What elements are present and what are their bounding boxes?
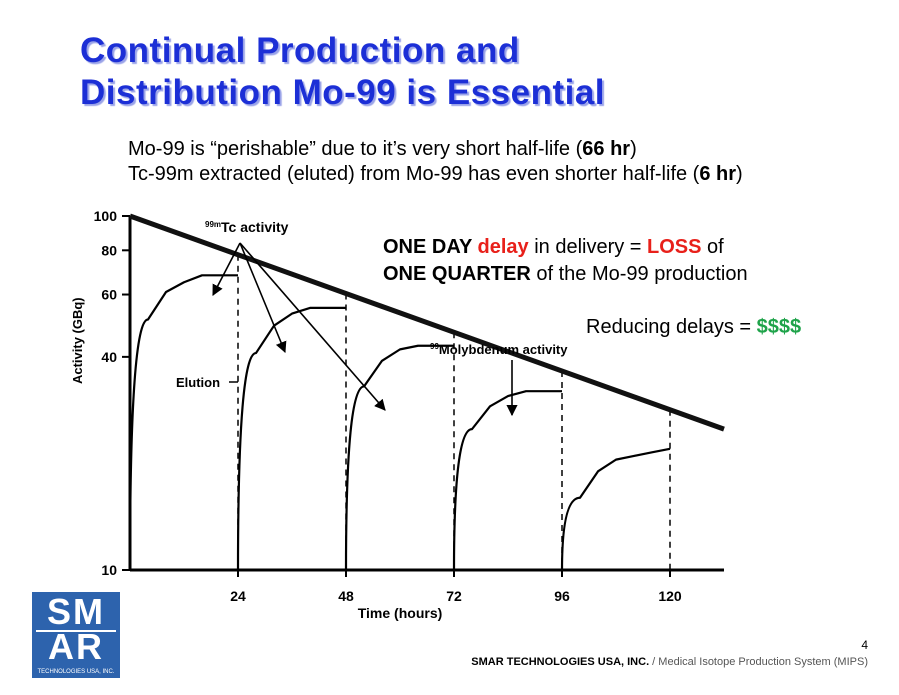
y-tick-label-100: 100 xyxy=(94,208,118,224)
molybdenum-activity-line xyxy=(129,213,725,432)
footer: SMAR TECHNOLOGIES USA, INC. / Medical Is… xyxy=(471,656,868,668)
footer-company: SMAR TECHNOLOGIES USA, INC. xyxy=(471,656,650,668)
x-tick-label-96: 96 xyxy=(554,588,570,604)
tc99m-fact-text: Tc-99m extracted (eluted) from Mo-99 has… xyxy=(128,163,700,185)
reducing-delays-note: Reducing delays = $$$$ xyxy=(586,316,801,339)
x-tick-label-72: 72 xyxy=(446,588,462,604)
callout-loss: LOSS xyxy=(647,236,702,258)
logo-line-1: SM xyxy=(47,591,105,632)
callout-delay: delay xyxy=(477,236,529,258)
x-axis-title: Time (hours) xyxy=(358,605,443,621)
reducing-delays-text: Reducing delays = xyxy=(586,316,757,338)
money-symbol: $$$$ xyxy=(756,316,802,338)
y-tick-label-60: 60 xyxy=(101,287,117,303)
page-number: 4 xyxy=(861,638,868,652)
tc99m-fact-close: ) xyxy=(736,163,743,185)
elution-label: Elution xyxy=(176,375,220,390)
callout-of: of xyxy=(701,236,724,258)
delay-callout: ONE DAY delay in delivery = LOSS of ONE … xyxy=(383,234,748,288)
footer-separator: / xyxy=(649,656,659,668)
callout-one-quarter: ONE QUARTER xyxy=(383,263,531,285)
mo99-fact: Mo-99 is “perishable” due to it’s very s… xyxy=(128,137,743,162)
y-tick-label-40: 40 xyxy=(101,349,117,365)
y-tick-label-80: 80 xyxy=(101,242,117,258)
half-life-facts: Mo-99 is “perishable” due to it’s very s… xyxy=(128,137,743,187)
mo99-fact-text: Mo-99 is “perishable” due to it’s very s… xyxy=(128,138,583,160)
x-tick-label-120: 120 xyxy=(658,588,682,604)
callout-production: of the Mo-99 production xyxy=(530,263,748,285)
tc-arrow-3 xyxy=(239,242,386,411)
y-tick-label-10: 10 xyxy=(101,562,117,578)
tc-activity-label: 99mTc activity xyxy=(205,219,289,235)
tc-arrow-2 xyxy=(239,242,287,354)
logo-subtitle: TECHNOLOGIES USA, INC. xyxy=(37,669,115,675)
molybdenum-activity-label: 99Molybdenum activity xyxy=(430,342,568,357)
tc99m-fact: Tc-99m extracted (eluted) from Mo-99 has… xyxy=(128,162,743,187)
logo-line-2: AR xyxy=(48,626,104,667)
mo99-fact-close: ) xyxy=(630,138,637,160)
callout-line-2: ONE QUARTER of the Mo-99 production xyxy=(383,261,748,288)
callout-in-delivery: in delivery = xyxy=(528,236,648,258)
footer-system: Medical Isotope Production System (MIPS) xyxy=(658,656,868,668)
tc-activity-curve-5 xyxy=(560,447,671,571)
tc-activity-curve-1 xyxy=(128,274,238,571)
title-line-1: Continual Production and xyxy=(80,31,520,70)
logo-divider xyxy=(36,630,116,632)
tc99m-half-life: 6 hr xyxy=(699,163,737,185)
x-tick-label-48: 48 xyxy=(338,588,354,604)
title-line-2: Distribution Mo-99 is Essential xyxy=(80,73,606,112)
y-axis-title: Activity (GBq) xyxy=(70,297,85,384)
callout-line-1: ONE DAY delay in delivery = LOSS of xyxy=(383,234,748,261)
callout-one-day: ONE DAY xyxy=(383,236,478,258)
smar-logo: SM AR TECHNOLOGIES USA, INC. xyxy=(32,592,120,678)
x-tick-label-24: 24 xyxy=(230,588,246,604)
tc-activity-curve-2 xyxy=(236,306,346,571)
tc-arrow-1 xyxy=(212,242,241,296)
slide-title: Continual Production and Distribution Mo… xyxy=(80,30,605,114)
tc-activity-curve-4 xyxy=(452,390,562,571)
mo99-half-life: 66 hr xyxy=(582,138,631,160)
tc-activity-curve-3 xyxy=(344,344,454,571)
